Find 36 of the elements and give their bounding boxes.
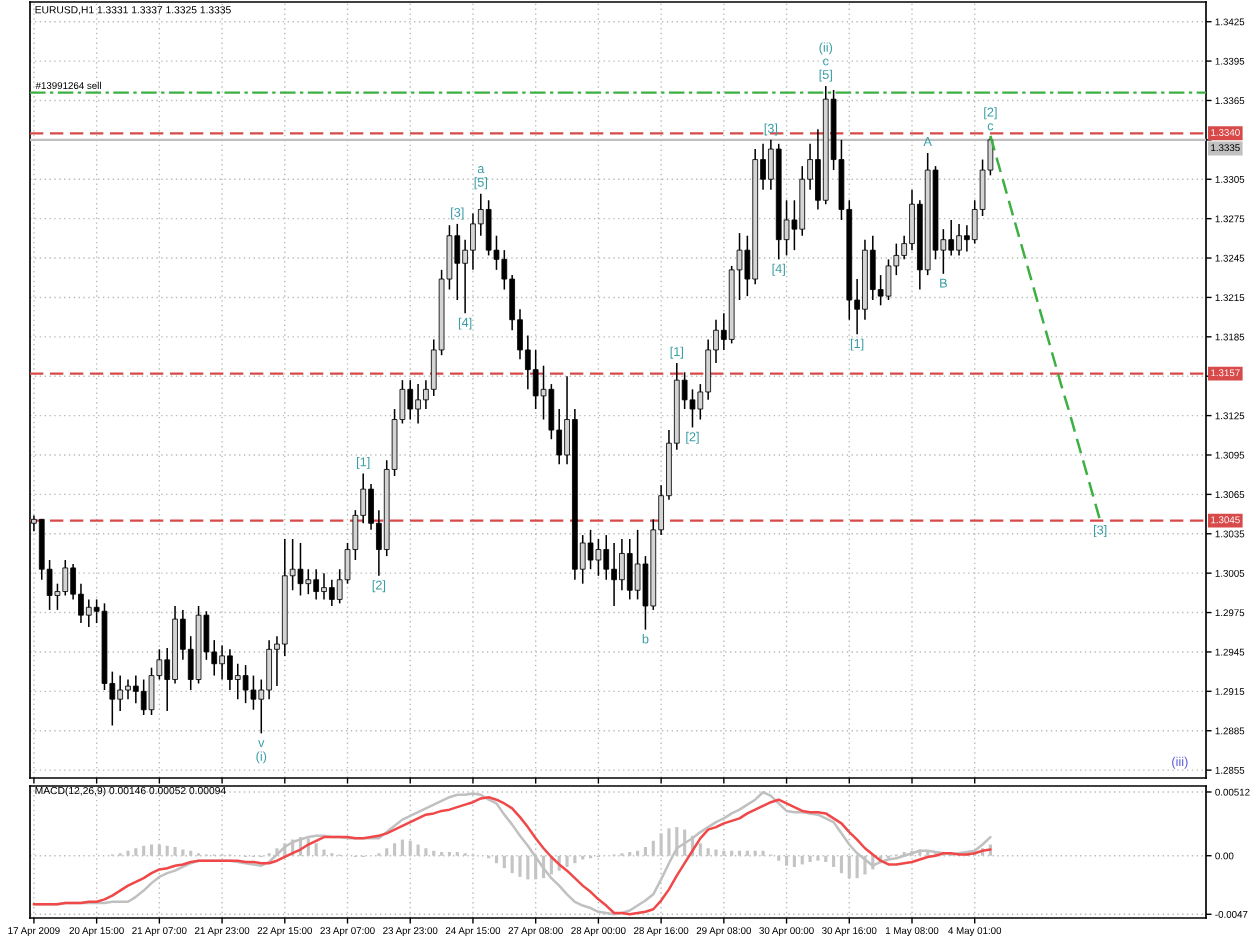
candlestick bbox=[407, 379, 414, 421]
candlestick bbox=[62, 559, 69, 597]
candlestick bbox=[485, 199, 492, 257]
candlestick bbox=[454, 223, 461, 301]
candlestick bbox=[948, 219, 955, 257]
candlestick bbox=[470, 212, 476, 271]
candlestick bbox=[132, 674, 139, 704]
candlestick bbox=[626, 538, 633, 601]
candlestick bbox=[689, 388, 696, 429]
candlestick bbox=[313, 568, 320, 601]
candlestick bbox=[117, 674, 124, 712]
candlestick bbox=[125, 678, 131, 700]
candlestick bbox=[587, 529, 594, 570]
candlestick bbox=[634, 529, 641, 601]
candlestick bbox=[956, 223, 962, 257]
candlestick bbox=[603, 534, 610, 581]
candlestick bbox=[266, 639, 272, 700]
candlestick bbox=[415, 383, 421, 425]
candlestick bbox=[532, 349, 539, 410]
candlestick bbox=[250, 674, 257, 711]
candlestick bbox=[148, 666, 155, 716]
candlestick bbox=[595, 538, 602, 577]
line-series bbox=[989, 134, 1102, 522]
candlestick bbox=[885, 258, 892, 301]
candlestick bbox=[242, 664, 249, 704]
candlestick bbox=[227, 648, 233, 691]
candlestick bbox=[140, 678, 147, 716]
candlestick bbox=[619, 538, 625, 592]
candlestick bbox=[297, 542, 304, 597]
candlestick bbox=[219, 644, 225, 681]
candlestick bbox=[305, 568, 312, 595]
candlestick bbox=[328, 578, 335, 607]
candlestick bbox=[234, 663, 241, 700]
candlestick bbox=[611, 542, 617, 607]
candlestick bbox=[321, 572, 327, 601]
candlestick bbox=[85, 598, 92, 628]
